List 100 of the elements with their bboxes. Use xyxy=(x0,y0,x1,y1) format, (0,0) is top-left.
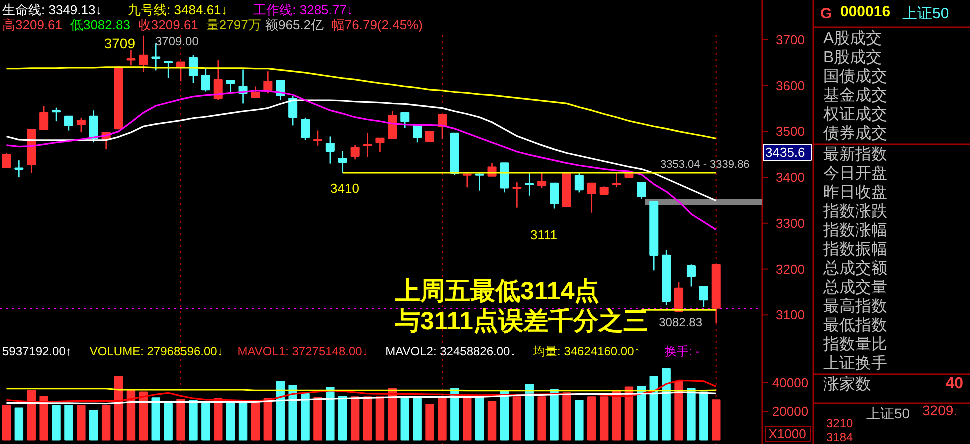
bar xyxy=(413,396,422,441)
candlestick xyxy=(674,282,684,312)
line-series xyxy=(6,392,718,405)
text: 基金成交 xyxy=(824,86,888,104)
bar xyxy=(139,392,148,441)
bar xyxy=(700,392,708,441)
text: 40 xyxy=(946,376,964,392)
bar xyxy=(288,385,298,441)
bar xyxy=(90,410,98,441)
bar xyxy=(363,396,372,441)
candlestick xyxy=(376,138,385,153)
bar xyxy=(512,396,522,441)
y-tick-label: 3500 xyxy=(776,124,805,140)
candlestick xyxy=(139,35,148,74)
candlestick xyxy=(89,110,98,144)
text: 国债成交 xyxy=(824,68,888,86)
bar xyxy=(152,398,160,441)
annotation: 上周五最低3114点 xyxy=(394,278,600,306)
bar xyxy=(2,404,12,441)
annotation: 3709 xyxy=(104,36,136,52)
annotation: 低3082.83 xyxy=(70,18,130,32)
y-tick-label: 3400 xyxy=(776,170,805,186)
text: 指数振幅 xyxy=(822,240,888,258)
annotation: 均量: 34624160.00↑ xyxy=(532,344,640,358)
bar xyxy=(77,404,86,441)
text: 最低指数 xyxy=(824,316,888,334)
candlestick xyxy=(413,124,422,144)
candlestick xyxy=(64,116,74,132)
bar xyxy=(14,408,24,441)
text: 今日开盘 xyxy=(824,166,888,182)
candlestick xyxy=(574,172,584,194)
text: 债券成交 xyxy=(824,124,888,142)
text: 上证50 xyxy=(902,6,950,22)
bar xyxy=(202,402,210,441)
text: 上证换手 xyxy=(824,354,888,372)
annotation: 工作线: 3285.77↓ xyxy=(254,2,354,18)
bar xyxy=(550,389,559,441)
annotation: MAVOL1: 37275148.00↓ xyxy=(238,344,368,358)
bar xyxy=(251,402,260,441)
bar xyxy=(276,381,285,441)
bar xyxy=(525,384,534,441)
text: 涨家数 xyxy=(824,376,872,394)
candlestick xyxy=(475,172,484,192)
candlestick xyxy=(201,68,210,92)
candlestick xyxy=(438,114,447,140)
candlestick xyxy=(214,60,223,102)
annotation: 3410 xyxy=(330,180,360,196)
bar xyxy=(438,396,447,441)
candlestick xyxy=(52,107,62,122)
candlestick xyxy=(426,131,435,142)
y2-tick-label: 40000 xyxy=(772,375,809,390)
candlestick xyxy=(2,152,12,168)
text: 权证成交 xyxy=(822,106,888,124)
candlestick xyxy=(14,160,24,178)
candlestick xyxy=(587,182,596,214)
annotation: 5937192.00↑ xyxy=(2,344,72,358)
annotation: 额965.2亿 xyxy=(266,18,324,32)
bar xyxy=(164,403,173,441)
bar xyxy=(488,400,497,441)
bar xyxy=(350,396,360,441)
candlestick xyxy=(388,110,398,140)
candlestick xyxy=(612,172,622,188)
candlestick xyxy=(226,80,236,94)
bar xyxy=(712,400,721,441)
bar xyxy=(264,398,273,441)
candlestick xyxy=(188,54,198,84)
bar xyxy=(575,400,584,441)
text: 昨日收盘 xyxy=(824,184,888,202)
annotation: 幅76.79(2.45%) xyxy=(332,18,423,32)
bar xyxy=(538,396,546,441)
candlestick xyxy=(288,95,298,126)
candlestick xyxy=(326,136,335,164)
candlestick xyxy=(699,286,708,308)
bar xyxy=(64,404,74,441)
annotation: MAVOL2: 32458826.00↓ xyxy=(386,344,516,358)
bar xyxy=(301,393,310,441)
y-tick-label: 3600 xyxy=(776,78,805,94)
text: 总成交额 xyxy=(822,260,888,278)
candlestick xyxy=(363,132,372,158)
candlestick xyxy=(313,130,322,147)
text: 指数涨幅 xyxy=(822,222,888,240)
candlestick xyxy=(462,172,472,188)
text: G xyxy=(820,6,832,22)
text: B股成交 xyxy=(824,48,882,66)
bar xyxy=(588,396,596,441)
candlestick xyxy=(164,61,174,80)
candlestick xyxy=(251,86,260,98)
text: 最新指数 xyxy=(824,146,888,164)
y-tick-label: 3200 xyxy=(776,262,805,277)
bar xyxy=(189,400,198,441)
bar xyxy=(214,398,223,441)
annotation: VOLUME: 27968596.00↓ xyxy=(90,344,224,358)
bar xyxy=(674,381,684,441)
candlestick xyxy=(525,172,534,197)
y-tick-label: 3100 xyxy=(776,308,805,323)
candlestick xyxy=(538,172,547,190)
bar xyxy=(102,404,111,441)
bar xyxy=(500,390,510,441)
text: A股成交 xyxy=(824,30,882,48)
candlestick xyxy=(686,264,696,288)
